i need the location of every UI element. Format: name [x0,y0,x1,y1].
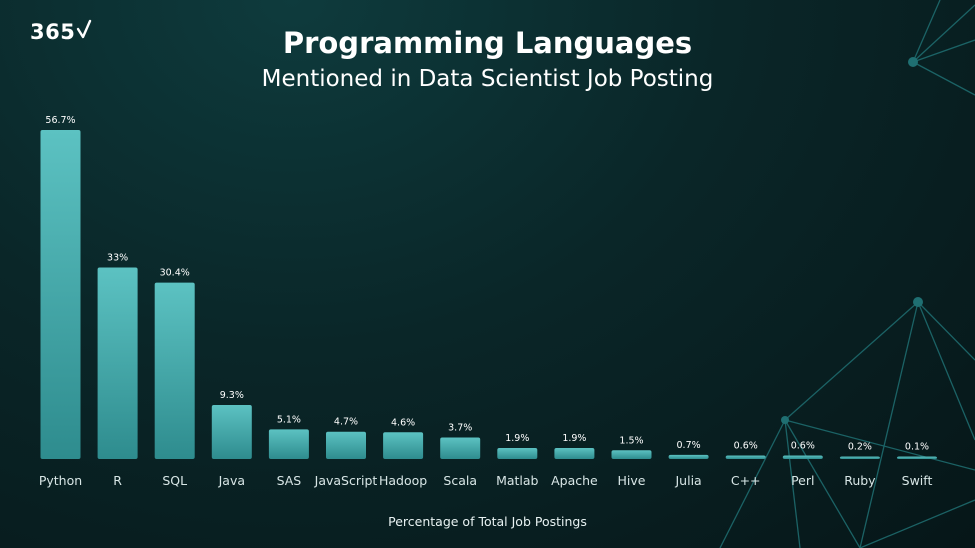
data-label: 1.9% [505,433,529,444]
x-tick-label: Hadoop [379,473,427,488]
data-label: 0.7% [677,440,701,451]
bar-c [725,455,766,459]
data-label: 9.3% [220,390,244,401]
bar-julia [668,454,709,459]
bar-hive [611,450,652,459]
data-label: 4.7% [334,417,358,428]
x-tick-label: SQL [162,473,187,488]
data-label: 33% [107,253,128,264]
brand-logo: 365 [30,19,92,44]
x-tick-label: Matlab [496,473,538,488]
x-tick-label: R [113,473,122,488]
x-tick-label: Python [39,473,82,488]
data-label: 5.1% [277,414,301,425]
chart-subtitle: Mentioned in Data Scientist Job Posting [261,66,714,92]
x-tick-label: Apache [551,473,598,488]
bar-javascript [326,431,366,459]
bar-sql [154,282,195,459]
chart-title: Programming Languages [282,26,693,60]
x-tick-label: C++ [731,473,761,488]
x-tick-label: SAS [277,473,302,488]
x-tick-label: Hive [618,473,646,488]
data-label: 4.6% [391,417,415,428]
x-tick-label: Julia [674,473,701,488]
data-label: 3.7% [448,423,472,434]
logo-text: 365 [30,20,76,44]
x-tick-label: Perl [791,473,814,488]
bar-ruby [839,456,880,459]
data-label: 0.1% [905,442,929,453]
data-label: 0.6% [791,441,815,452]
bar-sas [268,429,309,459]
data-label: 0.6% [734,441,758,452]
data-label: 0.2% [848,442,872,453]
bar-perl [782,455,823,459]
x-tick-label: Swift [902,473,933,488]
data-label: 30.4% [160,268,190,279]
x-axis-label: Percentage of Total Job Postings [388,514,587,529]
bar-java [211,405,252,459]
checkmark-icon [77,19,92,39]
data-label: 1.5% [619,435,643,446]
data-label: 1.9% [562,433,586,444]
x-tick-label: JavaScript [314,473,378,488]
x-tick-label: Java [218,473,245,488]
data-label: 56.7% [45,115,75,126]
x-tick-label: Scala [443,473,477,488]
bar-r [97,267,138,459]
bar-swift [897,456,937,459]
bar-python [40,130,81,459]
bar-hadoop [383,432,424,459]
bar-matlab [497,448,538,459]
x-tick-label: Ruby [844,473,876,488]
bar-apache [554,448,595,459]
bar-scala [440,437,481,459]
